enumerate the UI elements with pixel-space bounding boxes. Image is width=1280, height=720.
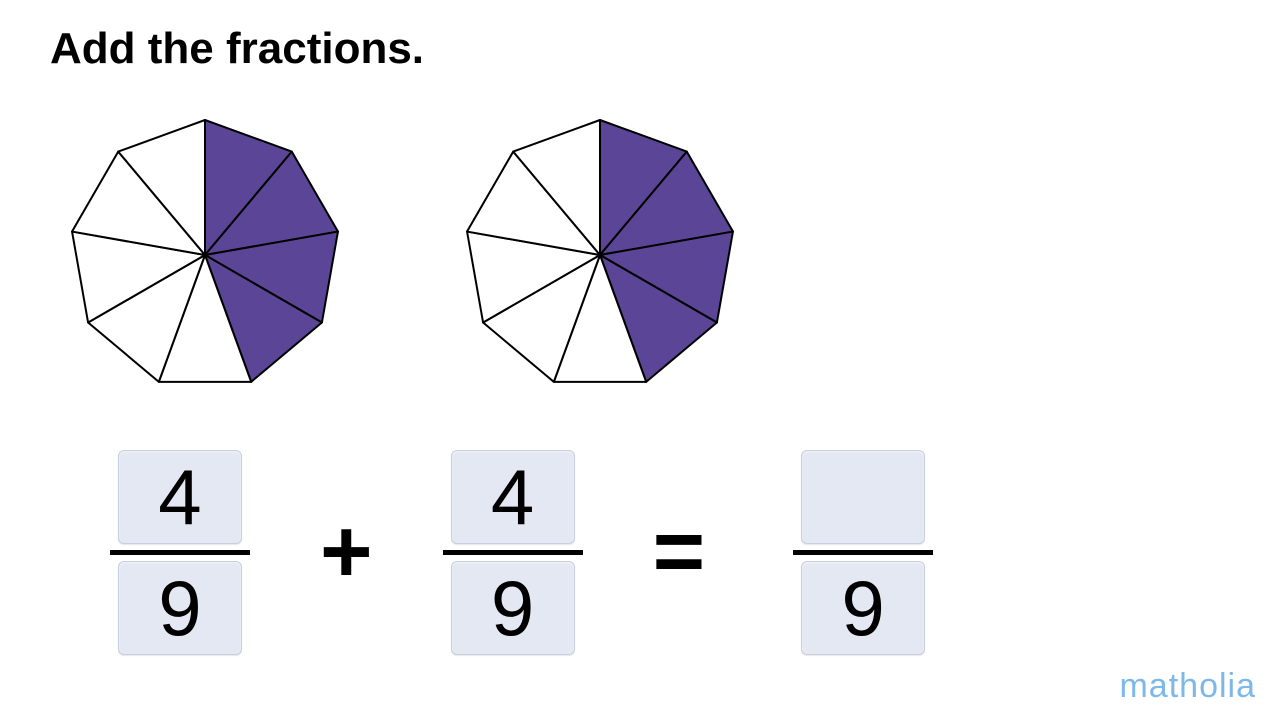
fraction-3-denominator[interactable]: 9 bbox=[801, 561, 925, 655]
equation-row: 4 9 + 4 9 = 9 bbox=[80, 450, 963, 655]
fraction-2-denominator[interactable]: 9 bbox=[451, 561, 575, 655]
fraction-pie-2 bbox=[450, 95, 750, 395]
fraction-3: 9 bbox=[793, 450, 933, 655]
fraction-3-numerator[interactable] bbox=[801, 450, 925, 544]
page-title: Add the fractions. bbox=[50, 24, 424, 74]
fraction-1: 4 9 bbox=[110, 450, 250, 655]
fraction-pie-1 bbox=[55, 95, 355, 395]
fraction-bar bbox=[443, 550, 583, 555]
fraction-bar bbox=[793, 550, 933, 555]
plus-operator: + bbox=[320, 501, 373, 604]
fraction-2-numerator[interactable]: 4 bbox=[451, 450, 575, 544]
fraction-1-denominator[interactable]: 9 bbox=[118, 561, 242, 655]
fraction-1-numerator[interactable]: 4 bbox=[118, 450, 242, 544]
equals-operator: = bbox=[653, 501, 694, 604]
fraction-2: 4 9 bbox=[443, 450, 583, 655]
fraction-bar bbox=[110, 550, 250, 555]
matholia-logo: matholia bbox=[1119, 667, 1256, 706]
